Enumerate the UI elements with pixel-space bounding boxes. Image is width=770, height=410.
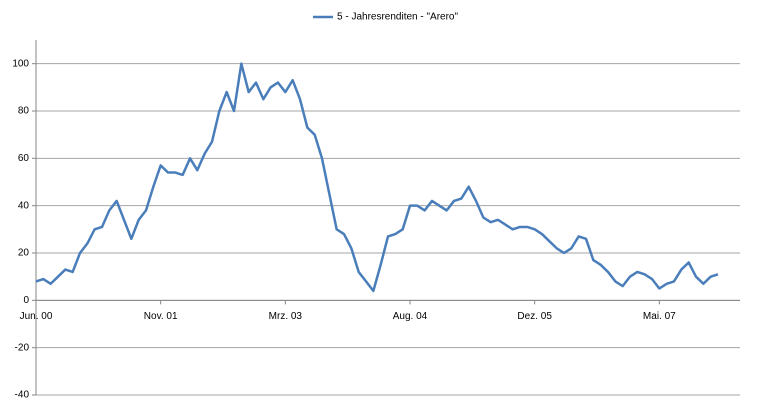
x-tick-label: Aug. 04 (393, 311, 428, 322)
x-tick-label: Jun. 00 (20, 311, 53, 322)
y-tick-label: -20 (15, 342, 30, 353)
y-tick-label: 40 (18, 200, 30, 211)
y-tick-label: 20 (18, 248, 30, 259)
data-line (35, 62, 719, 293)
y-tick-label: 80 (18, 106, 30, 117)
legend-label: 5 - Jahresrenditen - "Arero" (337, 12, 458, 23)
x-tick-label: Mai. 07 (643, 311, 676, 322)
y-tick-label: -40 (15, 390, 30, 401)
y-tick-label: 100 (12, 58, 29, 69)
y-tick-label: 60 (18, 153, 30, 164)
x-tick-label: Dez. 05 (517, 311, 552, 322)
x-tick-label: Mrz. 03 (269, 311, 303, 322)
y-tick-label: 0 (23, 295, 29, 306)
x-tick-label: Nov. 01 (144, 311, 178, 322)
